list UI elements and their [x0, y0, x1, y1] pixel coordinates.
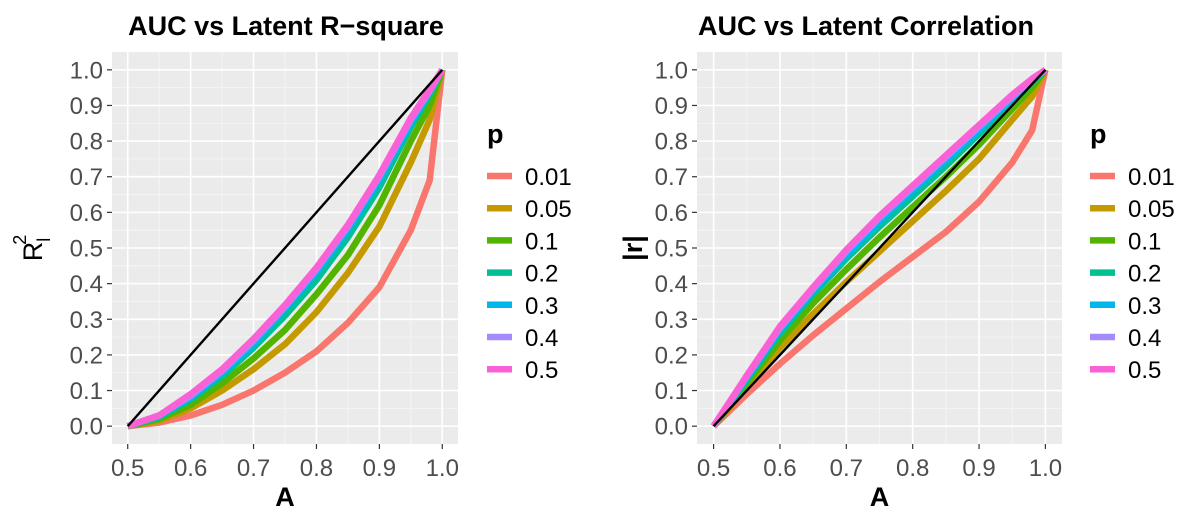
series-line-0.5	[710, 67, 1048, 428]
legend-label-0.5: 0.5	[525, 357, 558, 384]
reference-line	[126, 69, 444, 427]
legend-label-0.05: 0.05	[1128, 196, 1175, 223]
x-tick-label: 0.6	[763, 455, 796, 482]
y-tick-label: 0.1	[70, 378, 103, 405]
series-line-0.1	[127, 68, 446, 430]
y-tick-label: 0.8	[70, 129, 103, 156]
legend-label-0.5: 0.5	[1128, 357, 1161, 384]
legend-label-0.2: 0.2	[525, 261, 558, 288]
x-tick-label: 0.7	[237, 455, 270, 482]
y-tick-label: 0.6	[70, 200, 103, 227]
x-tick-label: 0.8	[896, 455, 929, 482]
y-tick-label: 0.6	[655, 200, 688, 227]
legend-label-0.01: 0.01	[525, 164, 572, 191]
y-tick-label: 0.5	[655, 236, 688, 263]
y-tick-label: 0.2	[70, 342, 103, 369]
series-line-0.01	[127, 69, 446, 430]
chart-panel-1: 0.5 0.6 0.7 0.8 0.9 1.0 0.0 0.1 0.2 0.3 0.4 0.5 0.6 0…	[10, 11, 572, 512]
y-tick-label: 0.8	[655, 129, 688, 156]
legend: p 0.01 0.05 0.1 0.2 0.3 0.4 0.5	[487, 119, 572, 384]
legend-label-0.4: 0.4	[1128, 325, 1161, 352]
x-tick-label: 0.5	[111, 455, 144, 482]
legend-label-0.1: 0.1	[1128, 228, 1161, 255]
y-tick-label: 0.4	[655, 271, 688, 298]
legend-label-0.2: 0.2	[1128, 261, 1161, 288]
y-tick-label: 0.9	[655, 93, 688, 120]
legend-label-0.01: 0.01	[1128, 164, 1175, 191]
x-tick-label: 1.0	[426, 455, 459, 482]
x-tick-label: 0.9	[962, 455, 995, 482]
y-tick-label: 0.9	[70, 93, 103, 120]
x-tick-label: 0.7	[830, 455, 863, 482]
y-tick-label: 1.0	[70, 57, 103, 84]
legend-title: p	[1090, 119, 1107, 149]
y-tick-label: 0.2	[655, 342, 688, 369]
y-axis-label: Rl2	[10, 235, 54, 262]
legend-label-0.3: 0.3	[1128, 293, 1161, 320]
legend-label-0.05: 0.05	[525, 196, 572, 223]
y-tick-label: 0.5	[70, 236, 103, 263]
series-line-0.01	[711, 69, 1049, 429]
legend-label-0.1: 0.1	[525, 228, 558, 255]
chart-title: AUC vs Latent R−square	[128, 11, 444, 41]
y-tick-label: 0.0	[655, 414, 688, 441]
x-axis-label: A	[275, 482, 295, 512]
y-tick-label: 0.7	[655, 164, 688, 191]
y-tick-label: 0.1	[655, 378, 688, 405]
y-axis-label: |r|	[618, 235, 648, 261]
x-tick-label: 0.6	[174, 455, 207, 482]
legend-title: p	[487, 119, 504, 149]
x-tick-label: 0.8	[300, 455, 333, 482]
y-tick-label: 0.0	[70, 414, 103, 441]
legend: p 0.01 0.05 0.1 0.2 0.3 0.4 0.5	[1090, 119, 1175, 384]
series-line-0.05	[711, 68, 1049, 429]
x-tick-label: 0.9	[363, 455, 396, 482]
chart-panel-2: 0.5 0.6 0.7 0.8 0.9 1.0 0.0 0.1 0.2 0.3 0.4 0.5 0.6 0…	[618, 11, 1175, 512]
chart-title: AUC vs Latent Correlation	[698, 11, 1034, 41]
x-tick-label: 1.0	[1029, 455, 1062, 482]
y-tick-label: 1.0	[655, 57, 688, 84]
x-axis-label: A	[870, 482, 890, 512]
legend-label-0.4: 0.4	[525, 325, 558, 352]
series-line-0.1	[711, 67, 1049, 429]
reference-line	[712, 69, 1047, 427]
y-tick-label: 0.3	[70, 307, 103, 334]
x-tick-label: 0.5	[697, 455, 730, 482]
series-line-0.5	[126, 68, 446, 430]
y-tick-label: 0.4	[70, 271, 103, 298]
y-tick-label: 0.3	[655, 307, 688, 334]
legend-label-0.3: 0.3	[525, 293, 558, 320]
y-tick-label: 0.7	[70, 164, 103, 191]
